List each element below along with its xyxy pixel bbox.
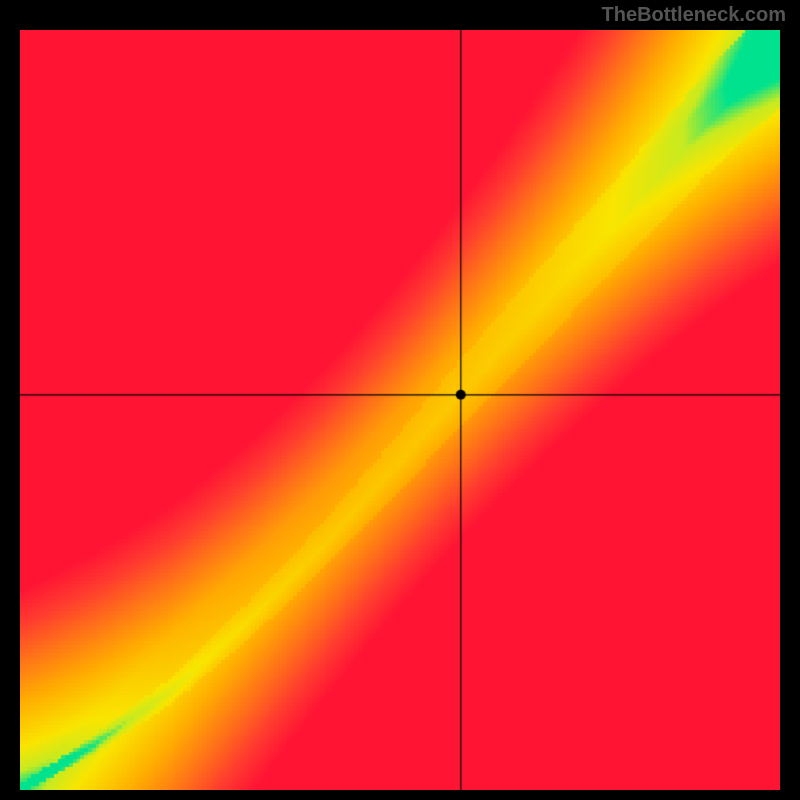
heatmap-canvas: [20, 30, 780, 790]
watermark-text: TheBottleneck.com: [602, 4, 786, 27]
chart-container: TheBottleneck.com: [0, 0, 800, 800]
